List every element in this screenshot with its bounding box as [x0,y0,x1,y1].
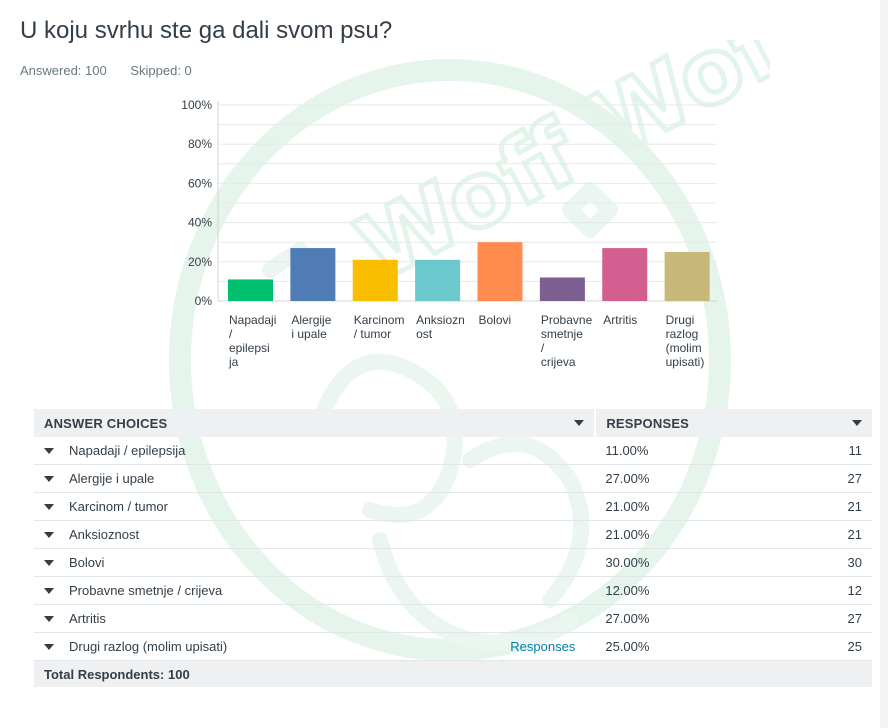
response-percent: 25.00% [595,632,813,661]
response-percent: 27.00% [595,604,813,633]
x-tick-label: Karcinom [354,313,405,327]
expand-caret-icon[interactable] [44,504,54,510]
bar[interactable] [352,259,398,301]
x-tick-label: upisati) [666,355,705,369]
table-row: Probavne smetnje / crijeva 12.00% 12 [34,576,872,605]
answer-choice-label: Drugi razlog (molim upisati) [69,639,228,654]
x-tick-label: Napadaji [229,313,276,327]
response-count: 30 [812,548,872,577]
answer-choice-label: Alergije i upale [69,471,155,486]
table-row: Drugi razlog (molim upisati) Responses 25.… [34,632,872,661]
x-tick-label: Bolovi [479,313,512,327]
x-tick-label: ja [228,355,239,369]
x-tick-label: (molim [666,341,702,355]
sort-caret-icon[interactable] [852,420,862,426]
answer-choice-label: Bolovi [69,555,105,570]
table-row: Bolovi 30.00% 30 [34,548,872,577]
bar[interactable] [664,252,710,301]
answer-choice-label: Probavne smetnje / crijeva [69,583,223,598]
table-row: Anksioznost 21.00% 21 [34,520,872,549]
question-title: U koju svrhu ste ga dali svom psu? [20,17,393,44]
response-count: 21 [812,492,872,521]
x-tick-label: Drugi [666,313,695,327]
table-row: Napadaji / epilepsija 11.00% 11 [34,437,872,465]
expand-caret-icon[interactable] [44,644,54,650]
bar-chart: 0%20%40%60%80%100%Napadaji/epilepsijaAle… [181,98,717,369]
answer-choice: Bolovi [34,548,596,577]
skipped-count: Skipped: 0 [130,63,192,78]
x-tick-label: smetnje [541,327,583,341]
expand-caret-icon[interactable] [44,532,54,538]
x-tick-label: ost [416,327,433,341]
y-tick-label: 40% [188,216,212,230]
table-row: Karcinom / tumor 21.00% 21 [34,492,872,521]
x-tick-label: crijeva [541,355,576,369]
response-percent: 11.00% [595,437,813,465]
bar[interactable] [539,277,585,301]
x-tick-label: razlog [666,327,699,341]
answer-choice-label: Anksioznost [69,527,140,542]
answered-count: Answered: 100 [20,63,107,78]
response-count: 21 [812,520,872,549]
expand-caret-icon[interactable] [44,448,54,454]
x-tick-label: i upale [291,327,327,341]
response-percent: 30.00% [595,548,813,577]
response-count: 27 [812,604,872,633]
y-tick-label: 0% [195,294,213,308]
y-tick-label: 20% [188,255,212,269]
y-tick-label: 60% [188,176,212,190]
answer-choice: Artritis [34,604,596,633]
bar[interactable] [602,248,648,301]
bar[interactable] [477,242,523,301]
response-count: 27 [812,464,872,493]
table-row: Artritis 27.00% 27 [34,604,872,633]
x-tick-label: / [229,327,233,341]
response-count: 12 [812,576,872,605]
answer-choice-label: Napadaji / epilepsija [69,443,186,458]
expand-caret-icon[interactable] [44,588,54,594]
total-row: Total Respondents: 100 [34,660,872,687]
response-percent: 12.00% [595,576,813,605]
bar[interactable] [228,279,273,301]
question-meta: Answered: 100 Skipped: 0 [20,63,212,78]
answer-choice: Alergije i upale [34,464,596,493]
x-tick-label: Alergije [291,313,331,327]
response-count: 25 [812,632,872,661]
response-percent: 27.00% [595,464,813,493]
expand-caret-icon[interactable] [44,476,54,482]
y-tick-label: 80% [188,137,212,151]
y-tick-label: 100% [181,98,212,112]
response-count: 11 [812,437,872,465]
response-percent: 21.00% [595,492,813,521]
answer-choice: Probavne smetnje / crijeva [34,576,596,605]
table-row: Alergije i upale 27.00% 27 [34,464,872,493]
answer-choice-label: Karcinom / tumor [69,499,168,514]
results-table: ANSWER CHOICES RESPONSES Napadaji / epil… [34,409,872,687]
response-percent: 21.00% [595,520,813,549]
answer-choice: Napadaji / epilepsija [34,437,596,465]
responses-link[interactable]: Responses [510,639,576,654]
sort-caret-icon[interactable] [574,420,585,426]
x-tick-label: / tumor [354,327,391,341]
x-tick-label: Anksiozn [416,313,465,327]
answer-choice-label: Artritis [69,611,106,626]
total-respondents: Total Respondents: 100 [34,660,872,687]
answer-choice: Drugi razlog (molim upisati) Responses [34,632,596,661]
answer-choice: Anksioznost [34,520,596,549]
bar[interactable] [415,259,461,301]
x-tick-label: Probavne [541,313,593,327]
answer-choices-header[interactable]: ANSWER CHOICES [34,409,597,437]
x-tick-label: / [541,341,545,355]
x-tick-label: Artritis [603,313,637,327]
answer-choice: Karcinom / tumor [34,492,596,521]
expand-caret-icon[interactable] [44,616,54,622]
expand-caret-icon[interactable] [44,560,54,566]
x-tick-label: epilepsi [229,341,270,355]
bar[interactable] [290,248,336,301]
responses-header[interactable]: RESPONSES [595,409,872,437]
